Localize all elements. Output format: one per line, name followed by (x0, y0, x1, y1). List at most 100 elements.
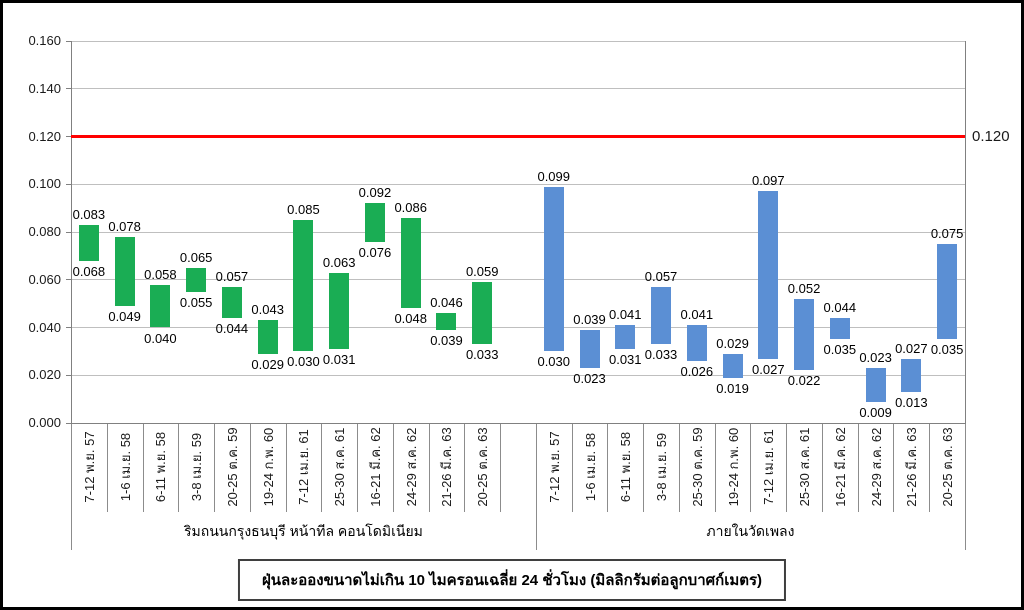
bar-max-label: 0.041 (680, 307, 714, 323)
range-bar (329, 272, 350, 349)
x-tick-label: 6-11 พ.ย. 58 (152, 431, 168, 503)
category-separator (607, 424, 609, 512)
y-axis-tick (66, 374, 71, 376)
x-tick-label: 24-29 ส.ค. 62 (868, 427, 884, 507)
plot-right-border (965, 41, 966, 423)
category-separator (857, 424, 859, 512)
range-bar (937, 243, 958, 340)
range-bar (293, 220, 314, 352)
range-bar (901, 358, 922, 392)
range-bar (436, 313, 457, 330)
group-label-temple: ภายในวัดเพลง (706, 523, 795, 539)
x-tick-label: 6-11 พ.ย. 58 (617, 431, 633, 503)
bar-min-label: 0.029 (251, 356, 284, 372)
bar-min-label: 0.030 (287, 354, 320, 370)
range-bar (472, 282, 493, 345)
category-separator (464, 424, 466, 512)
range-bar (615, 325, 636, 349)
range-bar (579, 329, 600, 369)
range-bar (400, 217, 421, 309)
range-bar (186, 267, 207, 292)
bar-max-label: 0.023 (859, 350, 892, 366)
bar-min-label: 0.076 (358, 244, 392, 260)
gridline (71, 88, 965, 90)
category-separator (750, 424, 752, 512)
x-tick-label: 20-25 ต.ค. 63 (474, 427, 490, 507)
bar-min-label: 0.039 (430, 332, 463, 348)
x-tick-label: 21-26 มี.ค. 63 (438, 427, 454, 507)
x-tick-label: 25-30 ส.ค. 61 (331, 427, 347, 507)
y-axis-tick (66, 422, 71, 424)
bar-max-label: 0.039 (573, 311, 606, 327)
y-tick-label: 0.120 (28, 128, 61, 144)
bar-max-label: 0.086 (394, 199, 427, 215)
gridline (71, 279, 965, 281)
bar-min-label: 0.035 (823, 342, 857, 358)
x-tick-label: 20-25 ต.ค. 63 (939, 427, 955, 507)
y-tick-label: 0.060 (28, 271, 61, 287)
group-divider (535, 424, 537, 550)
category-separator (786, 424, 788, 512)
chart-title: ฝุ่นละอองขนาดไม่เกิน 10 ไมครอนเฉลี่ย 24 … (237, 559, 787, 601)
bar-max-label: 0.029 (716, 335, 749, 351)
gridline (71, 327, 965, 328)
group-label-roadside: ริมถนนกรุงธนบุรี หน้าทีล คอนโดมิเนียม (183, 523, 423, 539)
category-separator (214, 424, 216, 512)
y-tick-label: 0.100 (28, 176, 61, 192)
bar-min-label: 0.068 (72, 263, 106, 279)
bar-min-label: 0.031 (322, 351, 356, 367)
x-tick-label: 19-24 ก.พ. 60 (725, 427, 741, 507)
bar-min-label: 0.022 (787, 373, 821, 389)
y-axis-tick (66, 231, 71, 233)
bar-min-label: 0.035 (930, 342, 964, 358)
bar-max-label: 0.059 (465, 264, 499, 280)
category-separator (178, 424, 180, 512)
x-tick-label: 21-26 มี.ค. 63 (903, 427, 919, 507)
bar-max-label: 0.046 (430, 295, 463, 311)
range-bar (829, 317, 850, 340)
bar-min-label: 0.031 (608, 351, 642, 367)
bar-min-label: 0.027 (752, 361, 785, 377)
x-tick-label: 3-8 เม.ย. 59 (188, 432, 204, 502)
bar-max-label: 0.057 (644, 268, 678, 284)
bar-max-label: 0.041 (608, 307, 642, 323)
bar-min-label: 0.040 (144, 330, 177, 346)
threshold-line (71, 135, 965, 138)
x-tick-label: 3-8 เม.ย. 59 (653, 432, 669, 502)
bar-min-label: 0.044 (215, 320, 249, 336)
bar-min-label: 0.030 (537, 354, 571, 370)
x-tick-label: 7-12 พ.ย. 57 (546, 431, 562, 503)
category-separator (821, 424, 823, 512)
bar-max-label: 0.057 (215, 268, 249, 284)
category-separator (249, 424, 251, 512)
x-axis-line (71, 423, 966, 424)
y-tick-label: 0.040 (28, 319, 61, 335)
x-tick-label: 16-21 มี.ค. 62 (367, 427, 383, 507)
bar-max-label: 0.097 (752, 173, 785, 189)
y-axis-tick (66, 327, 71, 328)
category-separator (285, 424, 287, 512)
category-separator (428, 424, 430, 512)
x-tick-label: 1-6 เม.ย. 58 (582, 432, 598, 502)
category-separator (678, 424, 680, 512)
range-bar (651, 286, 672, 345)
x-tick-label: 1-6 เม.ย. 58 (117, 432, 133, 502)
bar-max-label: 0.083 (72, 206, 106, 222)
bar-max-label: 0.075 (930, 225, 964, 241)
bar-max-label: 0.043 (251, 302, 284, 318)
group-divider (71, 424, 72, 550)
x-tick-label: 7-12 พ.ย. 57 (81, 431, 97, 503)
category-separator (571, 424, 573, 512)
category-separator (643, 424, 645, 512)
bar-max-label: 0.058 (144, 266, 177, 282)
bar-min-label: 0.049 (108, 309, 141, 324)
bar-min-label: 0.055 (179, 294, 213, 310)
gridline (71, 183, 965, 185)
range-bar (543, 186, 564, 352)
range-bar (758, 191, 779, 359)
bar-max-label: 0.027 (895, 340, 928, 356)
bar-max-label: 0.099 (537, 168, 571, 184)
range-bar (114, 236, 135, 306)
bar-max-label: 0.078 (108, 218, 141, 234)
